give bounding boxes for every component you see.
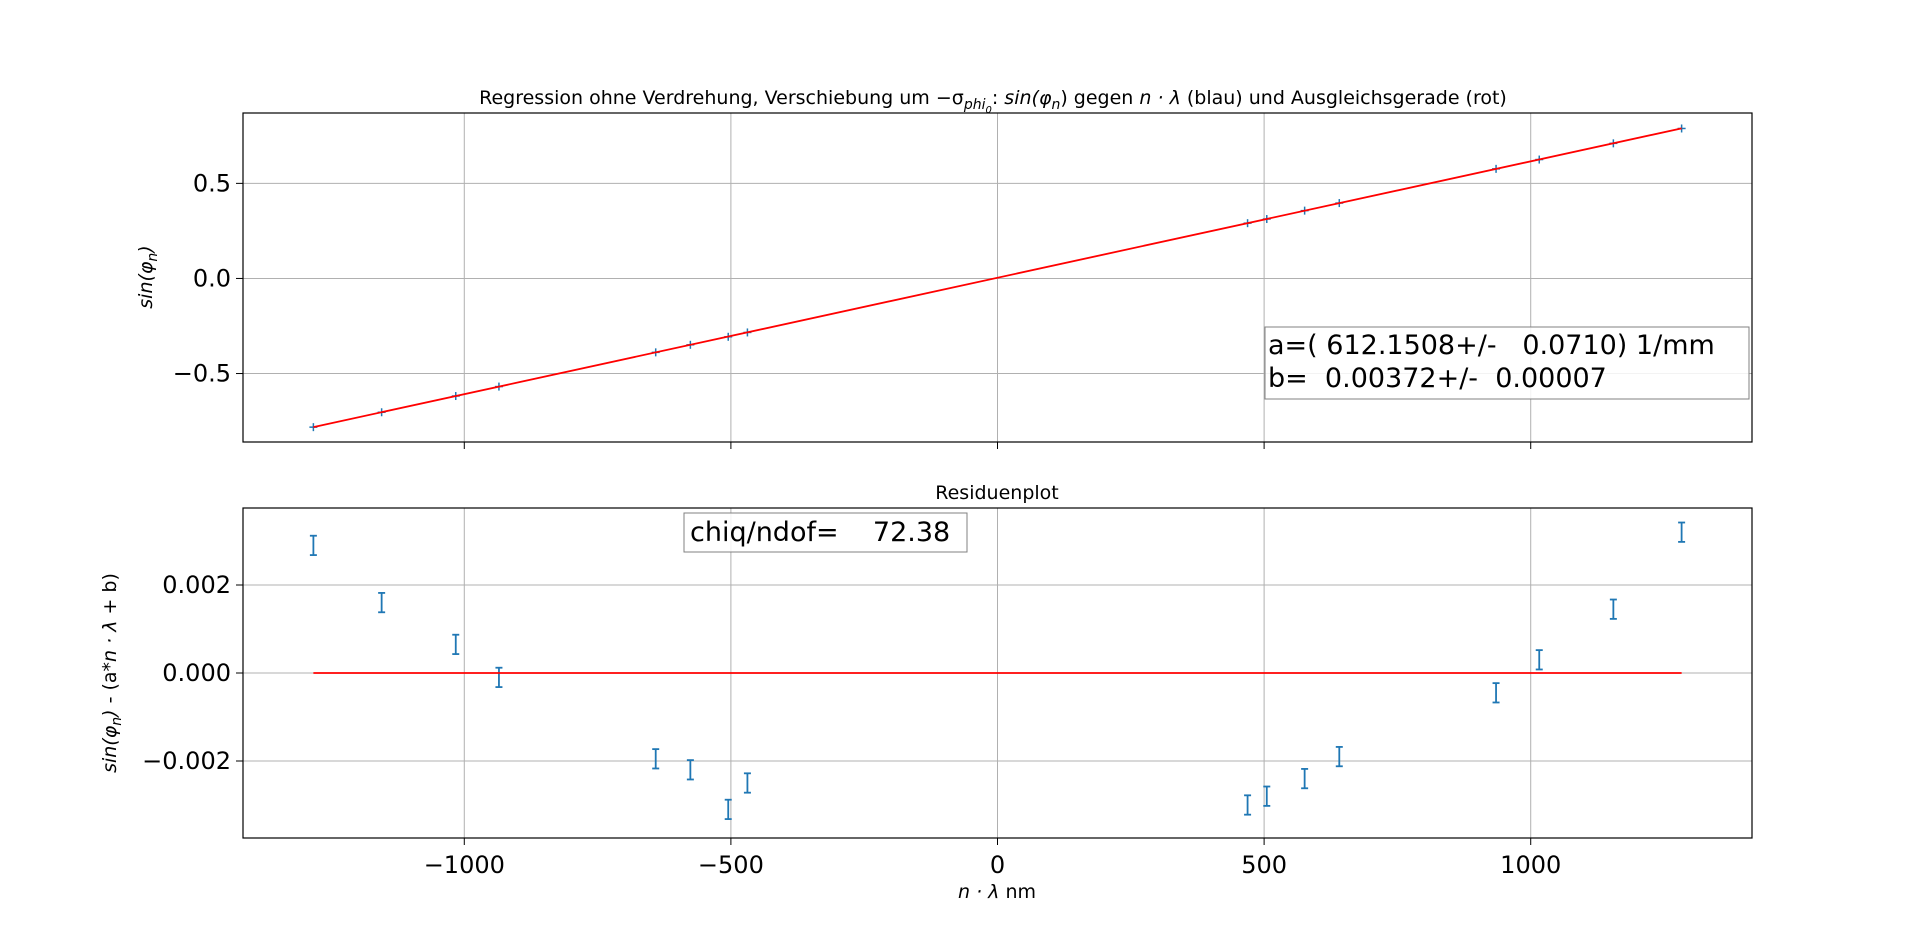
y-tick-label: 0.5 [193,169,231,197]
residual-errorbar [1609,598,1617,620]
residual-errorbar [1244,794,1252,816]
residual-errorbar [1492,682,1500,704]
residual-errorbar [495,666,503,688]
residual-xticks: −1000 −500 0 500 1000 [424,838,1561,879]
y-tick-label: 0.000 [162,659,231,687]
y-tick-label: −0.002 [142,747,231,775]
residual-errorbar [1678,521,1686,543]
residual-errorbar [1335,746,1343,768]
residual-marks [309,521,1686,820]
residual-ylabel: sin(φn) - (a*n · λ + b) [99,573,125,773]
residual-yticks: 0.002 0.000 −0.002 [142,571,243,775]
residual-errorbar [1535,649,1543,671]
parameter-a-text: a=( 612.1508+/- 0.0710) 1/mm [1268,330,1715,361]
x-tick-label: 0 [990,851,1005,879]
residual-title: Residuenplot [935,482,1058,504]
residual-errorbar [743,772,751,794]
residual-errorbar [452,633,460,655]
x-tick-label: −1000 [424,851,505,879]
x-tick-label: 500 [1241,851,1287,879]
regression-xticks [463,442,1532,449]
fit-line [313,127,1682,428]
regression-title: Regression ohne Verdrehung, Verschiebung… [479,87,1507,116]
residual-errorbar [1301,768,1309,790]
chi-square-box: chiq/ndof= 72.38 [683,512,968,553]
regression-ylabel: sin(φn) [135,245,161,308]
y-tick-label: 0.0 [193,264,231,292]
regression-plot: Regression ohne Verdrehung, Verschiebung… [135,87,1753,449]
residual-errorbar [378,592,386,614]
residual-errorbar [652,748,660,770]
parameter-b-text: b= 0.00372+/- 0.00007 [1268,363,1607,394]
y-tick-label: 0.002 [162,571,231,599]
regression-parameter-box: a=( 612.1508+/- 0.0710) 1/mm b= 0.00372+… [1264,326,1750,400]
residual-errorbar [309,534,317,556]
residual-xlabel: n · λ nm [958,881,1036,903]
residual-errorbar [724,798,732,820]
regression-yticks: 0.5 0.0 −0.5 [173,169,243,388]
x-tick-label: 1000 [1500,851,1561,879]
regression-marks [309,124,1686,432]
y-tick-label: −0.5 [173,360,231,388]
x-tick-label: −500 [698,851,764,879]
residual-plot: Residuenplot 0.002 0.000 −0.002 −1000 −500 0… [99,482,1753,903]
chi-square-text: chiq/ndof= 72.38 [690,517,950,548]
residual-errorbar [1263,785,1271,807]
residual-errorbar [686,759,694,781]
